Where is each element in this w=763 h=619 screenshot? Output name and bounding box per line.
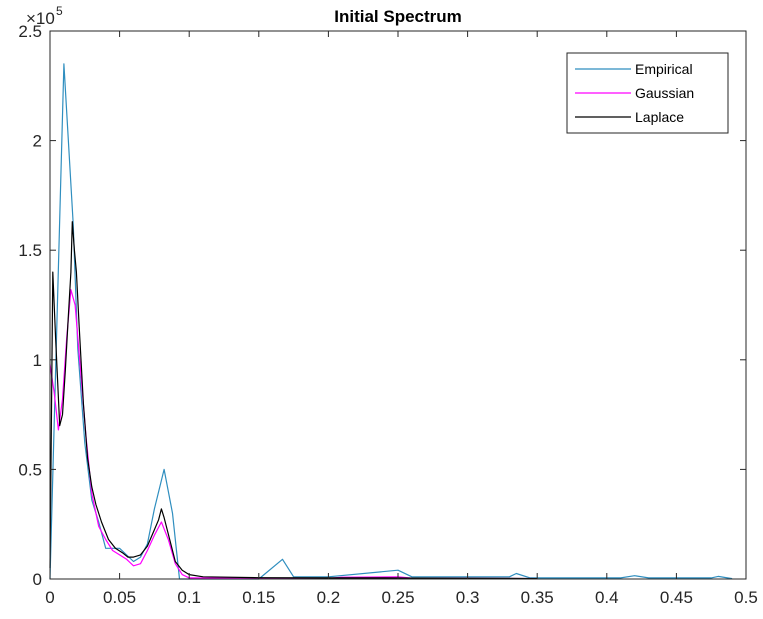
y-multiplier-label: ×10: [26, 9, 55, 28]
x-tick-label: 0.4: [595, 588, 619, 607]
x-tick-label: 0.15: [242, 588, 275, 607]
legend: Empirical Gaussian Laplace: [566, 52, 729, 134]
plot-frame: [49, 30, 747, 580]
x-tick-label: 0.25: [381, 588, 414, 607]
y-tick-label: 0.5: [18, 460, 42, 479]
y-multiplier: ×10 5: [26, 4, 63, 28]
x-tick-label: 0.3: [456, 588, 480, 607]
x-tick-label: 0.5: [734, 588, 758, 607]
x-tick-label: 0.05: [103, 588, 136, 607]
legend-label-gaussian: Gaussian: [635, 85, 694, 101]
x-tick-label: 0: [45, 588, 54, 607]
series-line-empirical: [49, 63, 733, 580]
legend-label-empirical: Empirical: [635, 61, 693, 77]
y-tick-label: 1: [33, 351, 42, 370]
chart-title: Initial Spectrum: [334, 7, 462, 26]
y-tick-label: 2.5: [18, 22, 42, 41]
y-tick-label: 0: [33, 570, 42, 589]
y-tick-label: 2: [33, 132, 42, 151]
x-tick-label: 0.45: [660, 588, 693, 607]
y-tick-label: 1.5: [18, 241, 42, 260]
legend-label-laplace: Laplace: [635, 109, 684, 125]
series-line-laplace: [49, 221, 538, 580]
x-tick-label: 0.1: [177, 588, 201, 607]
x-tick-label: 0.35: [521, 588, 554, 607]
tick-layer: 0 0.05 0.1 0.15 0.2 0.25 0.3 0.35 0.4 0.45 0.5 0 0.5…: [18, 22, 757, 607]
y-multiplier-exponent: 5: [56, 4, 63, 18]
x-tick-label: 0.2: [317, 588, 341, 607]
